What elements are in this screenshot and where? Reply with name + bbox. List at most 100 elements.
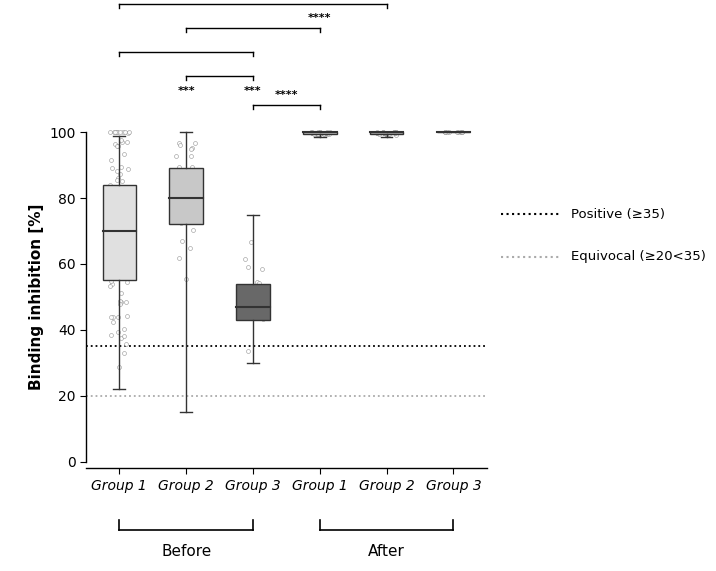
Point: [312, 129, 324, 138]
Point: [122, 278, 133, 287]
Point: [253, 278, 265, 287]
Point: [106, 231, 117, 240]
Bar: [236, 284, 270, 320]
Text: ***: ***: [178, 86, 195, 96]
Point: [173, 208, 184, 218]
Point: [120, 340, 132, 349]
Point: [114, 236, 125, 246]
Point: [173, 254, 185, 263]
Text: ****: ****: [308, 13, 332, 23]
Point: [123, 260, 135, 270]
Point: [122, 225, 134, 234]
Point: [372, 128, 383, 138]
Point: [106, 210, 117, 219]
Point: [311, 130, 323, 139]
Point: [311, 130, 323, 139]
Point: [256, 264, 267, 274]
Point: [187, 216, 198, 225]
Point: [105, 312, 116, 321]
Point: [110, 220, 121, 230]
Point: [110, 244, 121, 254]
Point: [380, 129, 392, 138]
Point: [122, 202, 133, 211]
Point: [110, 128, 121, 137]
Point: [190, 138, 201, 147]
Point: [107, 313, 118, 322]
Point: [115, 238, 126, 247]
Point: [378, 129, 390, 138]
Text: Before: Before: [161, 544, 211, 558]
Point: [239, 255, 251, 264]
Point: [390, 128, 402, 137]
Point: [187, 162, 198, 171]
Point: [116, 232, 127, 242]
Point: [120, 211, 132, 220]
Point: [175, 182, 187, 191]
Point: [115, 194, 127, 203]
Point: [112, 232, 124, 241]
Point: [122, 274, 133, 283]
Point: [110, 203, 122, 212]
Point: [112, 191, 123, 200]
Point: [116, 298, 127, 307]
Point: [318, 130, 329, 139]
Point: [112, 141, 123, 150]
Point: [109, 198, 120, 207]
Point: [109, 243, 120, 252]
Point: [314, 128, 325, 137]
Point: [181, 199, 193, 208]
Point: [187, 225, 198, 234]
Point: [110, 140, 121, 149]
Point: [105, 245, 117, 254]
Bar: [102, 185, 136, 280]
Point: [115, 196, 126, 206]
Point: [311, 128, 323, 137]
Point: [246, 300, 258, 309]
Point: [112, 142, 123, 151]
Point: [111, 166, 122, 175]
Point: [251, 278, 263, 287]
Point: [122, 164, 133, 174]
Point: [174, 140, 185, 150]
Point: [117, 204, 128, 214]
Point: [314, 129, 326, 138]
Point: [114, 362, 125, 371]
Point: [180, 175, 191, 184]
Point: [390, 128, 401, 137]
Point: [112, 328, 124, 337]
Point: [121, 247, 132, 256]
Point: [324, 128, 335, 137]
Point: [321, 128, 333, 137]
Point: [317, 129, 329, 138]
Point: [106, 164, 117, 173]
Point: [314, 128, 326, 137]
Point: [390, 131, 402, 140]
Point: [257, 315, 268, 324]
Text: After: After: [368, 544, 405, 558]
Point: [112, 312, 124, 321]
Point: [456, 128, 468, 137]
Point: [371, 128, 382, 137]
Point: [107, 194, 119, 203]
Point: [107, 217, 118, 226]
Point: [185, 152, 197, 161]
Point: [105, 207, 117, 216]
Point: [118, 265, 130, 274]
Point: [107, 212, 119, 222]
Point: [309, 130, 320, 139]
Point: [110, 262, 122, 271]
Point: [312, 129, 324, 138]
Point: [109, 224, 120, 234]
Point: [388, 128, 400, 137]
Point: [247, 286, 258, 295]
Point: [455, 128, 467, 137]
Point: [377, 128, 389, 137]
Point: [187, 199, 198, 208]
Point: [388, 128, 400, 137]
Point: [123, 227, 135, 236]
Point: [104, 128, 115, 137]
Point: [119, 128, 130, 137]
Point: [377, 128, 389, 137]
Point: [118, 230, 130, 239]
Point: [119, 332, 130, 341]
